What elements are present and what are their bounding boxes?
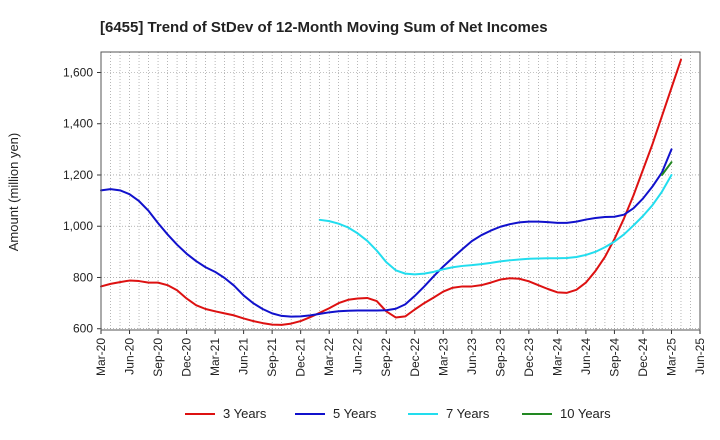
x-tick-label: Jun-22 [351,338,365,375]
y-tick-label: 1,000 [63,219,93,233]
x-tick-label: Mar-23 [436,338,450,376]
x-tick-label: Jun-23 [465,338,479,375]
x-tick-label: Dec-21 [294,338,308,377]
series-line-5-years [100,148,673,318]
y-tick-label: 1,600 [63,65,93,79]
x-tick-label: Dec-20 [180,338,194,377]
plot-background [101,52,700,330]
y-tick-label: 1,400 [63,117,93,131]
chart-title: [6455] Trend of StDev of 12-Month Moving… [100,19,548,36]
series-line-3-years [100,58,682,326]
x-tick-label: Dec-24 [636,338,650,377]
x-tick-label: Jun-21 [237,338,251,375]
y-tick-label: 1,200 [63,168,93,182]
legend-label: 3 Years [223,406,267,421]
x-tick-label: Jun-24 [579,338,593,375]
x-tick-label: Dec-22 [408,338,422,377]
y-tick-label: 600 [73,322,93,336]
plot-area: 600 800 1,000 1,200 1,400 1,600 Mar-20 Jun-20 Se… [63,51,707,377]
x-tick-label: Dec-23 [522,338,536,377]
plot-border [100,51,701,331]
legend: 3 Years 5 Years 7 Years 10 Years [185,406,611,421]
x-tick-label: Jun-25 [693,338,707,375]
x-tick-label: Sep-24 [607,338,621,377]
legend-label: 5 Years [333,406,377,421]
legend-label: 7 Years [446,406,490,421]
x-tick-label: Jun-20 [123,338,137,375]
x-tick-label: Sep-22 [379,338,393,377]
x-tick-label: Mar-25 [664,338,678,376]
series-line-7-years [318,173,673,276]
x-tick-label: Mar-24 [550,338,564,376]
x-tick-label: Sep-21 [265,338,279,377]
x-tick-label: Mar-20 [94,338,108,376]
x-tick-label: Sep-23 [493,338,507,377]
y-tick-label: 800 [73,270,93,284]
legend-label: 10 Years [560,406,611,421]
x-tick-label: Sep-20 [151,338,165,377]
x-tick-label: Mar-21 [208,338,222,376]
series-line-10-years [660,161,673,176]
x-tick-label: Mar-22 [322,338,336,376]
y-axis-label: Amount (million yen) [6,133,21,252]
